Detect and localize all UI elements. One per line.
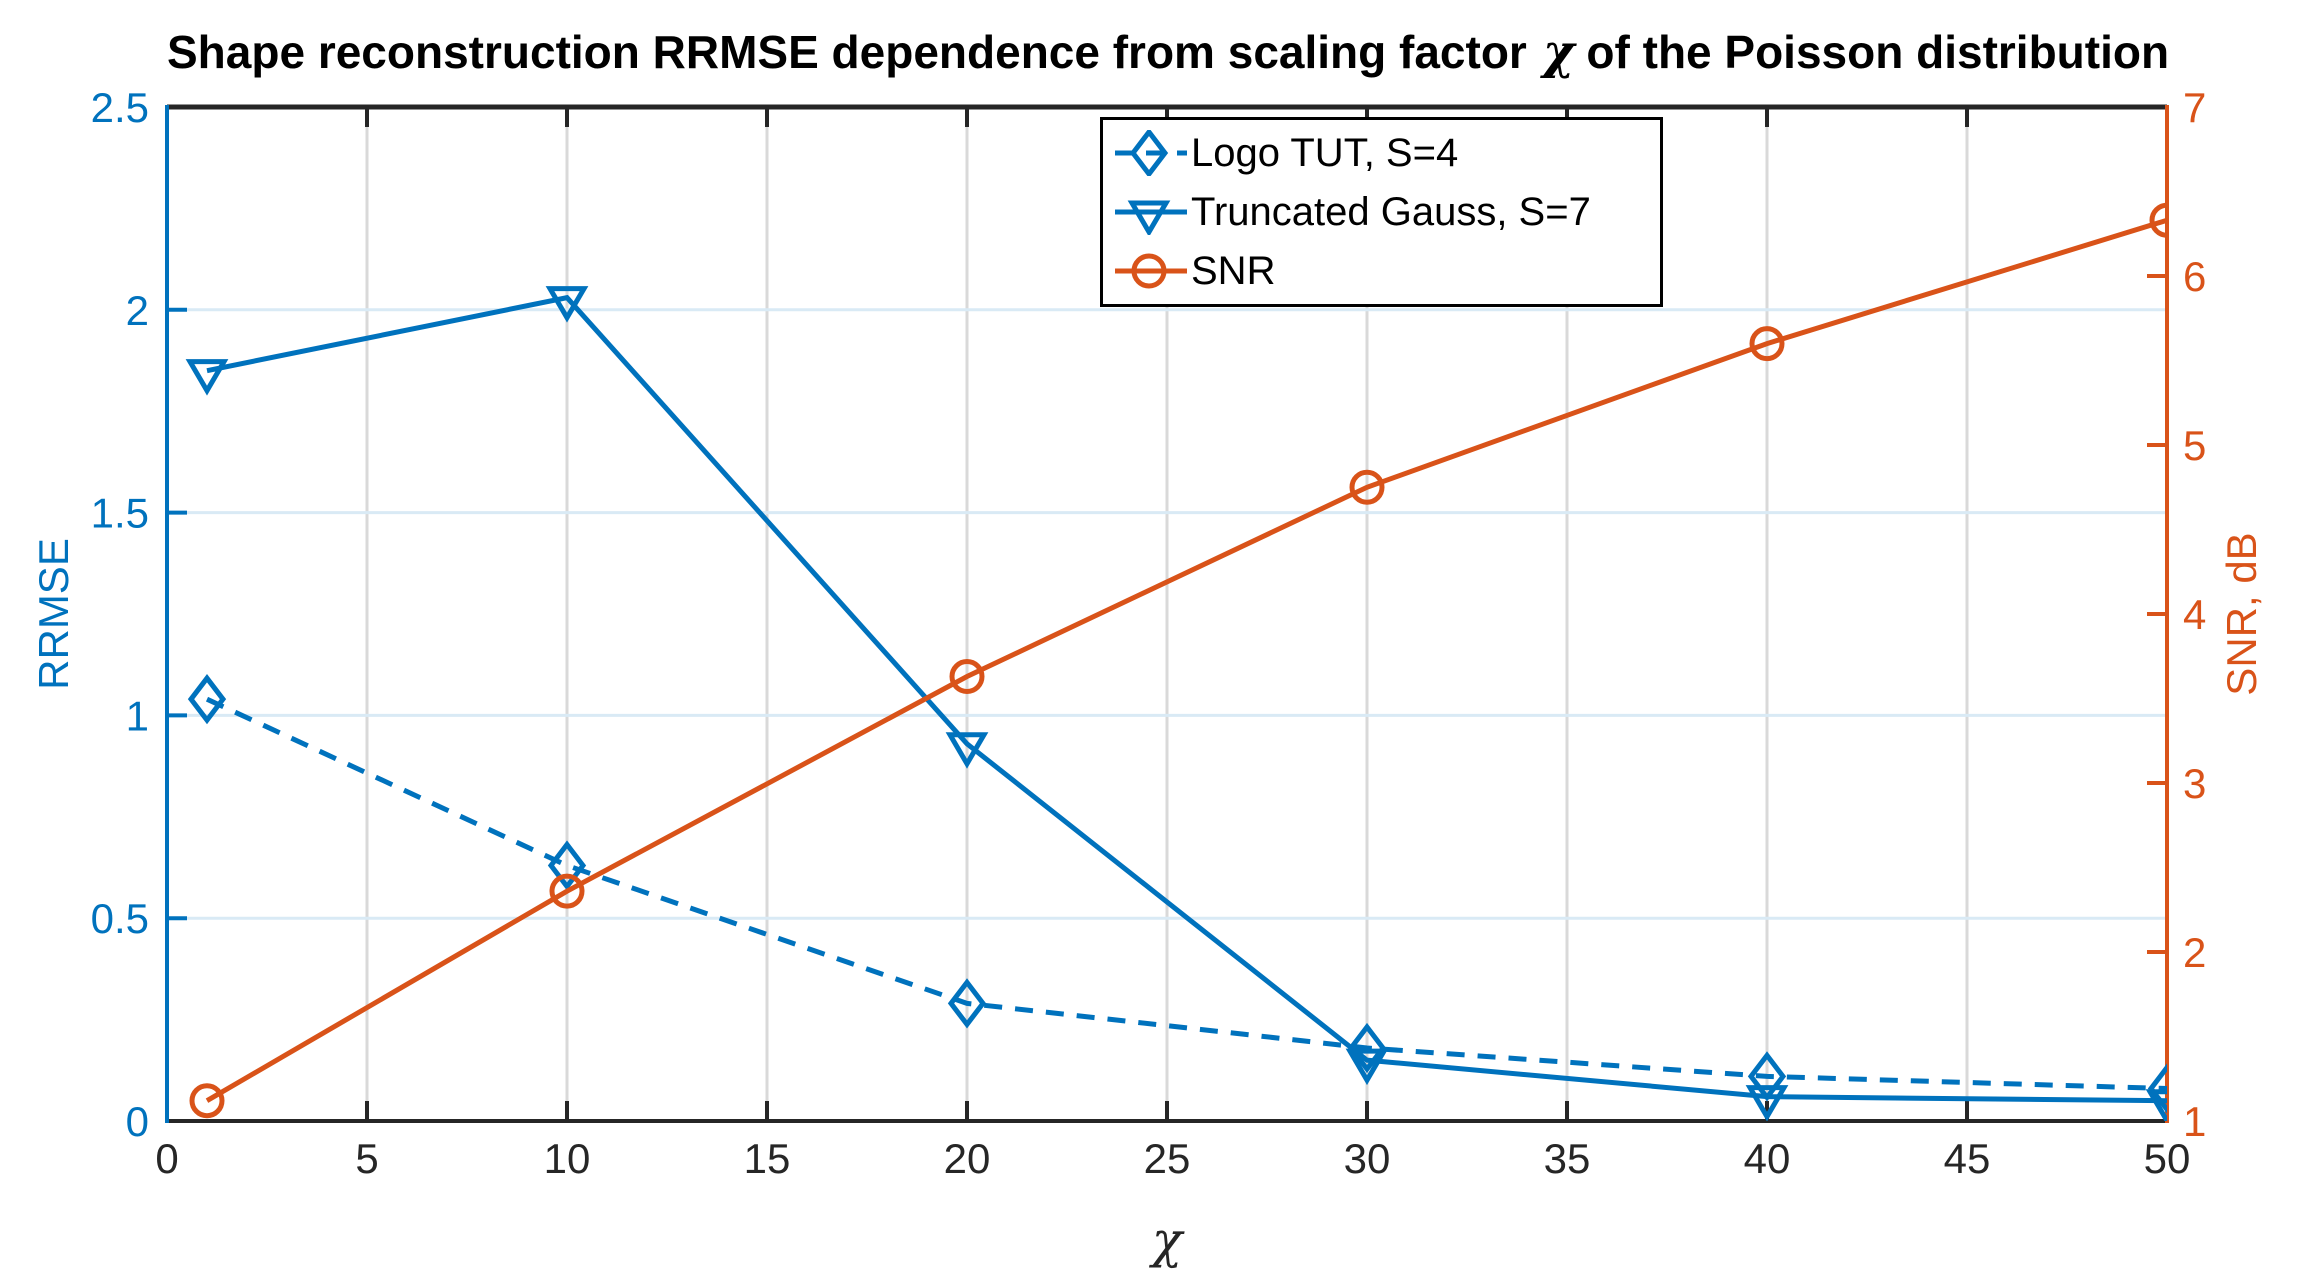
y-tick-label-left: 1 [126, 692, 149, 739]
x-axis-label: χ [1151, 1211, 1183, 1269]
diamond-marker [547, 840, 587, 891]
left-axis-label: RRMSE [30, 538, 77, 690]
legend-label: SNR [1191, 248, 1276, 293]
y-tick-label-right: 7 [2183, 84, 2206, 131]
y-tick-label-left: 0.5 [91, 895, 149, 942]
x-tick-label: 45 [1944, 1135, 1991, 1182]
circle-marker [949, 659, 985, 695]
circle-marker [1749, 326, 1785, 362]
y-tick-label-left: 2.5 [91, 84, 149, 131]
triangle-down-marker [1745, 1085, 1789, 1121]
circle-marker [549, 873, 585, 909]
circle-marker [1131, 253, 1167, 289]
chart-title-suffix: of the Poisson distribution [1586, 26, 2170, 78]
y-tick-label-left: 0 [126, 1098, 149, 1145]
x-tick-label: 10 [544, 1135, 591, 1182]
legend-row: Truncated Gauss, S=7 [1113, 189, 1652, 235]
legend-diamond-marker-icon [1115, 130, 1187, 177]
y-tick-label-left: 1.5 [91, 490, 149, 537]
triangle-down-marker [185, 359, 229, 396]
circle-marker [2149, 202, 2167, 238]
x-tick-label: 20 [944, 1135, 991, 1182]
triangle-down-marker [1345, 1048, 1389, 1086]
chart-title: Shape reconstruction RRMSE dependence fr… [167, 24, 2170, 80]
x-tick-label: 15 [744, 1135, 791, 1182]
legend-label: Truncated Gauss, S=7 [1191, 189, 1591, 234]
x-tick-label: 40 [1744, 1135, 1791, 1182]
x-tick-label: 50 [2144, 1135, 2191, 1182]
x-tick-label: 5 [355, 1135, 378, 1182]
legend-circle-marker-icon [1115, 253, 1187, 289]
series-group [185, 202, 2167, 1121]
y-tick-label-right: 6 [2183, 253, 2206, 300]
chart-title-prefix: Shape reconstruction RRMSE dependence fr… [167, 26, 1527, 78]
legend-row: Logo TUT, S=4 [1113, 130, 1652, 177]
diamond-marker [1347, 1022, 1387, 1074]
series-line [205, 696, 2167, 1092]
triangle-down-marker [545, 286, 589, 323]
y-tick-label-right: 5 [2183, 422, 2206, 469]
triangle-down-marker [2145, 1089, 2167, 1121]
x-tick-label: 30 [1344, 1135, 1391, 1182]
legend: Logo TUT, S=4 Truncated Gauss, S=7 SNR [1100, 117, 1663, 307]
diamond-marker [187, 674, 227, 725]
legend-triangle-marker-icon [1115, 200, 1187, 235]
diamond-marker [947, 978, 987, 1029]
y-tick-label-left: 2 [126, 287, 149, 334]
series-line [206, 294, 2167, 1104]
x-tick-label: 0 [155, 1135, 178, 1182]
triangle-down-marker [945, 732, 989, 769]
y-tick-label-right: 2 [2183, 929, 2206, 976]
legend-label: Logo TUT, S=4 [1191, 131, 1459, 176]
y-tick-label-right: 3 [2183, 760, 2206, 807]
triangle-down-marker [1127, 200, 1171, 235]
diamond-marker [1129, 130, 1169, 177]
x-tick-label: 35 [1544, 1135, 1591, 1182]
title-chi-symbol: χ [1542, 24, 1575, 80]
circle-marker [189, 1083, 225, 1119]
legend-row: SNR [1113, 248, 1652, 294]
x-tick-label: 25 [1144, 1135, 1191, 1182]
y-tick-label-right: 4 [2183, 591, 2206, 638]
diamond-marker [2147, 1063, 2167, 1114]
circle-marker [1349, 469, 1385, 505]
right-axis-label: SNR, dB [2218, 532, 2265, 696]
y-tick-label-right: 1 [2183, 1098, 2206, 1145]
series-line [205, 217, 2167, 1103]
